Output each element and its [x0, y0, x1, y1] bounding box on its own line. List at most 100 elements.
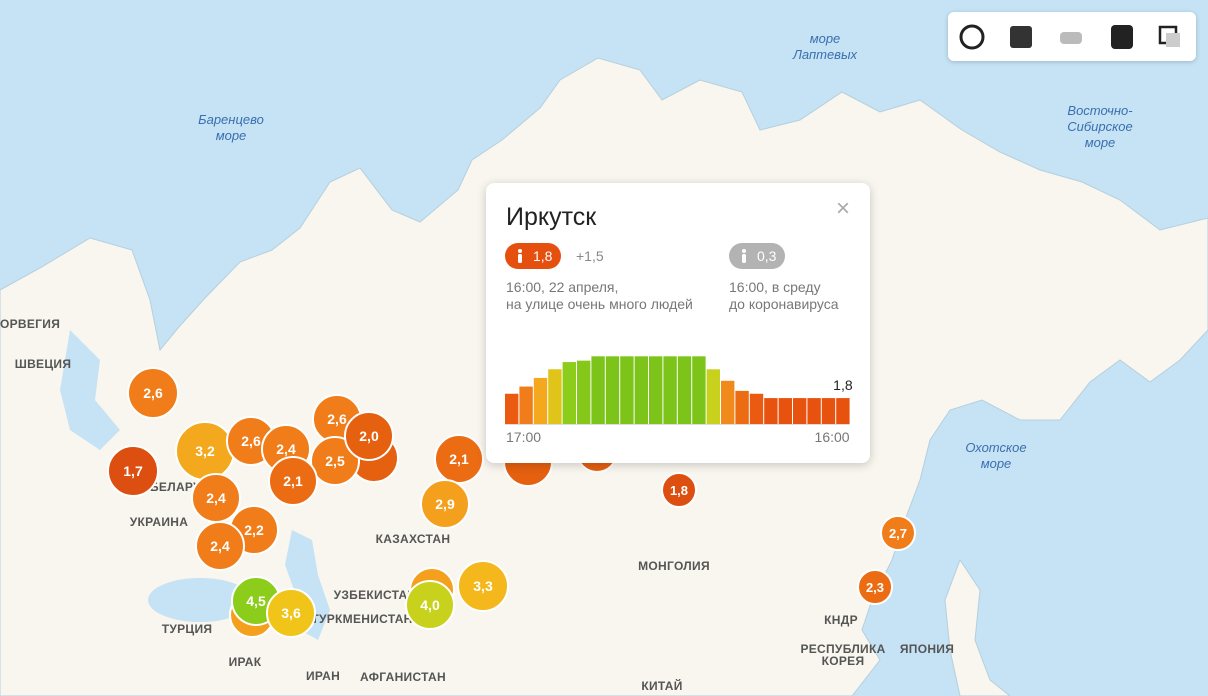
sea-label: Восточно-	[1067, 103, 1133, 118]
end-label: 1,8	[833, 377, 853, 393]
sea-label: Баренцево	[198, 112, 264, 127]
marker-label: 2,4	[276, 441, 296, 457]
country-label: ТУРКМЕНИСТАН	[311, 612, 412, 626]
city-marker[interactable]: 2,7	[880, 515, 916, 551]
bar	[721, 380, 735, 424]
marker-label: 2,4	[206, 490, 226, 506]
bar	[692, 356, 706, 424]
country-label: КАЗАХСТАН	[376, 532, 451, 546]
person-icon	[518, 249, 522, 263]
marker-label: 2,7	[889, 526, 907, 541]
city-marker[interactable]: 2,1	[434, 434, 484, 484]
city-marker[interactable]: 2,6	[127, 367, 179, 419]
marker-circle	[266, 588, 316, 638]
marker-label: 2,4	[210, 538, 230, 554]
bar	[562, 362, 576, 424]
city-marker[interactable]: 3,2	[175, 421, 235, 481]
bar	[519, 386, 533, 424]
city-marker[interactable]: 2,9	[420, 479, 470, 529]
marker-circle	[457, 560, 509, 612]
marker-circle	[434, 434, 484, 484]
sea-label: Лаптевых	[792, 47, 858, 62]
marker-label: 2,6	[327, 411, 347, 427]
country-label: УЗБЕКИСТАН	[334, 588, 417, 602]
note-line: 16:00, 22 апреля,	[506, 279, 619, 295]
country-label: ИРАН	[306, 669, 340, 683]
sea-label: море	[810, 31, 841, 46]
current-note: 16:00, 22 апреля, на улице очень много л…	[506, 279, 693, 313]
city-marker[interactable]: 3,3	[457, 560, 509, 612]
city-marker[interactable]: 2,5	[310, 436, 360, 486]
caspian-sea	[285, 530, 330, 640]
bar	[749, 393, 764, 424]
country-label: ИРАК	[229, 655, 262, 669]
bar	[605, 356, 620, 424]
bar	[807, 398, 821, 424]
marker-circle	[661, 472, 697, 508]
bar	[793, 398, 807, 424]
icon-traffic[interactable]	[1060, 32, 1082, 44]
note-line: на улице очень много людей	[506, 296, 693, 312]
bar	[620, 356, 634, 424]
marker-label: 2,1	[283, 473, 303, 489]
bar	[634, 356, 648, 424]
country-label: УКРАИНА	[130, 515, 188, 529]
japan	[944, 558, 1011, 696]
country-label: МОНГОЛИЯ	[638, 559, 710, 573]
bar	[577, 360, 591, 424]
country-label: ШВЕЦИЯ	[15, 357, 72, 371]
bar	[778, 398, 792, 424]
city-marker[interactable]: 2,1	[268, 456, 318, 506]
country-label: КНДР	[824, 613, 858, 627]
city-marker[interactable]: 3,6	[266, 588, 316, 638]
bar	[821, 398, 836, 424]
bar	[591, 356, 605, 424]
country-label: РЕСПУБЛИКА	[800, 642, 885, 656]
city-marker[interactable]: 1,8	[661, 472, 697, 508]
marker-circle	[344, 411, 394, 461]
current-value: 1,8	[533, 248, 553, 264]
city-marker[interactable]: 4,0	[405, 580, 455, 630]
marker-label: 2,6	[143, 385, 163, 401]
city-marker[interactable]: 2,4	[195, 521, 245, 571]
country-label: КОРЕЯ	[822, 654, 865, 668]
country-label: КИТАЙ	[641, 678, 682, 693]
marker-circle	[857, 569, 893, 605]
marker-label: 3,6	[281, 605, 301, 621]
marker-label: 2,1	[449, 451, 469, 467]
black-sea	[148, 578, 252, 622]
icon-alice[interactable]	[959, 24, 985, 50]
marker-label: 4,5	[246, 593, 266, 609]
bar	[836, 398, 850, 424]
city-marker[interactable]: 2,0	[344, 411, 394, 461]
sea-label: море	[981, 456, 1012, 471]
note-line: 16:00, в среду	[729, 279, 821, 295]
layer-toolbar	[948, 12, 1196, 61]
country-label: АФГАНИСТАН	[360, 670, 446, 684]
city-marker[interactable]: 2,4	[191, 473, 241, 523]
icon-transit[interactable]	[1111, 25, 1133, 49]
close-button[interactable]: ×	[836, 195, 851, 222]
baltic-sea	[60, 330, 120, 450]
sea-label: Сибирское	[1067, 119, 1133, 134]
bar	[706, 369, 720, 424]
icon-layers-back	[1166, 33, 1180, 47]
city-marker[interactable]: 2,3	[857, 569, 893, 605]
city-marker[interactable]: 1,7	[107, 445, 159, 497]
marker-circle	[195, 521, 245, 571]
sea-label: Охотское	[965, 440, 1026, 455]
marker-circle	[127, 367, 179, 419]
baseline-badge: 0,3	[729, 243, 786, 269]
bar	[735, 390, 749, 424]
toolbar-icons	[959, 24, 1180, 50]
icon-panorama[interactable]	[1010, 26, 1032, 48]
bar	[649, 356, 663, 424]
bar	[764, 398, 778, 424]
marker-label: 1,8	[670, 483, 688, 498]
baseline-note: 16:00, в среду до коронавируса	[729, 279, 839, 313]
marker-circle	[420, 479, 470, 529]
marker-circle	[268, 456, 318, 506]
x-label: 17:00	[506, 429, 541, 445]
marker-circle	[880, 515, 916, 551]
